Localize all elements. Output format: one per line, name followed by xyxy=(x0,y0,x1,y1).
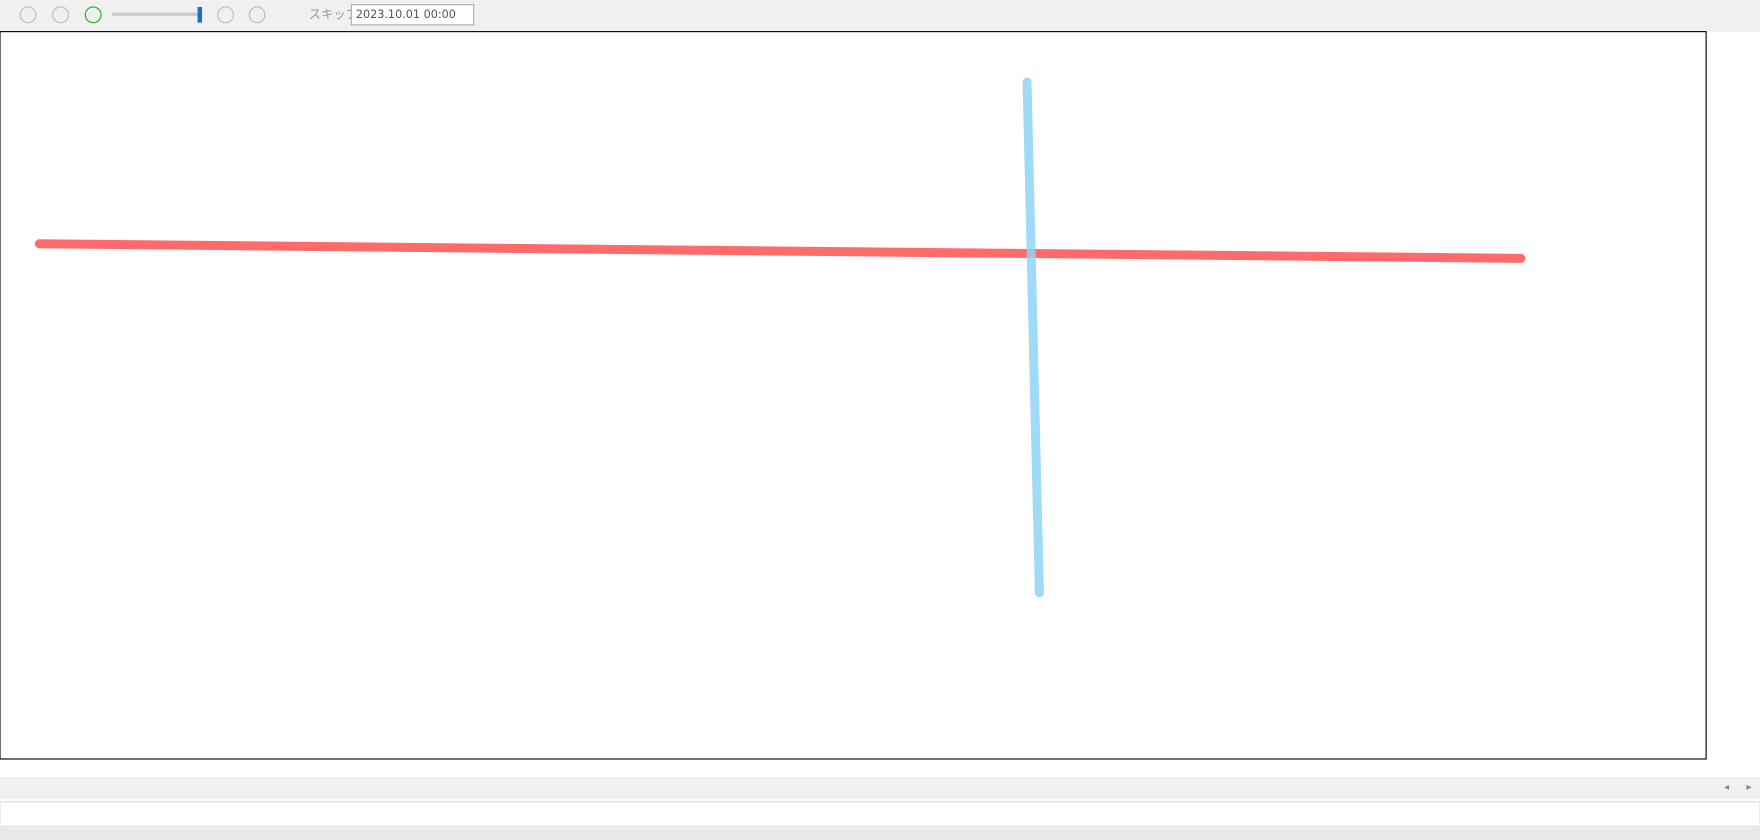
date-input[interactable] xyxy=(350,4,475,26)
pause-button[interactable] xyxy=(19,6,37,24)
date-value: 2023.10.01 00:00 xyxy=(356,8,456,21)
step-button[interactable] xyxy=(217,6,235,24)
scroll-right[interactable]: ▸ xyxy=(1747,782,1753,793)
toolbar xyxy=(0,0,1760,32)
end-button[interactable] xyxy=(248,6,266,24)
table-header xyxy=(0,801,1760,827)
slider-thumb[interactable] xyxy=(197,6,203,23)
drawn-trendline[interactable] xyxy=(34,239,1526,263)
stop-button[interactable] xyxy=(52,6,70,24)
scroll-left[interactable]: ◂ xyxy=(1724,782,1730,793)
speed-slider[interactable] xyxy=(112,12,203,16)
play-button[interactable] xyxy=(84,6,102,24)
plot-area xyxy=(0,31,1707,760)
drawn-line[interactable] xyxy=(1022,77,1044,598)
table-row xyxy=(0,827,1760,840)
skip-label[interactable]: スキップ xyxy=(309,7,359,21)
tab-bar xyxy=(0,776,1760,800)
